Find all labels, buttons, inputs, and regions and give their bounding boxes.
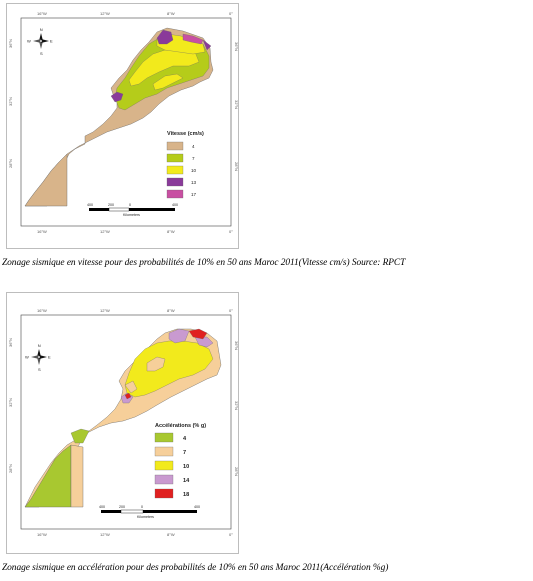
svg-text:0: 0 bbox=[141, 505, 143, 509]
zone-18-agadir bbox=[124, 392, 132, 400]
lon-tick-bottom-1: 16°W bbox=[37, 229, 47, 234]
lon-tick-bottom-1: 16°W bbox=[37, 532, 47, 537]
zone-13-east bbox=[202, 39, 212, 51]
legend-label-5: 18 bbox=[183, 492, 189, 498]
acceleration-map-svg: 16°W 12°W 8°W 0° 16°W 12°W 8°W 0° 36°N 3… bbox=[8, 308, 239, 537]
svg-text:400: 400 bbox=[172, 203, 178, 207]
lon-tick-top-1: 16°W bbox=[37, 11, 47, 16]
legend-label-4: 14 bbox=[183, 478, 190, 484]
velocity-map-svg: 16°W 12°W 8°W 0° 16°W 12°W 8°W 0° 36°N 3… bbox=[8, 11, 239, 234]
lon-tick-top-2: 12°W bbox=[100, 308, 110, 313]
svg-text:0: 0 bbox=[129, 203, 131, 207]
lat-tick-right-2: 32°N bbox=[234, 100, 239, 109]
lat-tick-left-1: 36°N bbox=[8, 338, 13, 347]
lat-tick-right-2: 32°N bbox=[234, 401, 239, 410]
legend-swatch-3 bbox=[166, 165, 184, 175]
svg-text:Kilometers: Kilometers bbox=[123, 213, 140, 217]
acceleration-map-caption: Zonage sismique en accélération pour des… bbox=[2, 563, 389, 573]
lat-tick-left-3: 28°N bbox=[8, 159, 13, 168]
acceleration-map-figure: 16°W 12°W 8°W 0° 16°W 12°W 8°W 0° 36°N 3… bbox=[6, 292, 239, 554]
lon-tick-bottom-4: 0° bbox=[229, 229, 233, 234]
lat-tick-right-1: 36°N bbox=[234, 42, 239, 51]
velocity-legend: Vitesse (cm/s) 4 7 10 13 17 bbox=[166, 131, 204, 199]
lon-tick-top-2: 12°W bbox=[100, 11, 110, 16]
svg-text:400: 400 bbox=[87, 203, 93, 207]
north-arrow-icon: N S E W bbox=[25, 343, 51, 372]
lon-tick-bottom-2: 12°W bbox=[100, 532, 110, 537]
lon-tick-bottom-3: 8°W bbox=[167, 532, 175, 537]
legend-label-5: 17 bbox=[191, 192, 197, 197]
lat-tick-left-3: 28°N bbox=[8, 464, 13, 473]
zone-14-north bbox=[168, 328, 190, 344]
zone-13-north bbox=[156, 29, 174, 45]
svg-text:E: E bbox=[50, 39, 53, 44]
lat-tick-left-1: 36°N bbox=[8, 39, 13, 48]
zone-7-small bbox=[124, 380, 138, 394]
velocity-map-caption: Zonage sismique en vitesse pour des prob… bbox=[2, 258, 406, 268]
legend-label-2: 7 bbox=[183, 450, 186, 456]
zone-17 bbox=[182, 33, 204, 45]
lon-tick-bottom-2: 12°W bbox=[100, 229, 110, 234]
acceleration-zone-map bbox=[24, 328, 222, 508]
lon-tick-bottom-3: 8°W bbox=[167, 229, 175, 234]
svg-text:400: 400 bbox=[99, 505, 105, 509]
lat-tick-right-3: 28°N bbox=[234, 162, 239, 171]
acceleration-legend: Accélérations (% g) 4 7 10 14 18 bbox=[154, 423, 206, 499]
scale-bar: 400 200 0 400 Kilometers bbox=[99, 505, 200, 519]
velocity-map-figure: 16°W 12°W 8°W 0° 16°W 12°W 8°W 0° 36°N 3… bbox=[6, 3, 239, 249]
legend-label-2: 7 bbox=[192, 156, 195, 161]
legend-label-3: 10 bbox=[191, 168, 197, 173]
legend-swatch-5 bbox=[154, 488, 174, 499]
legend-swatch-5 bbox=[166, 189, 184, 199]
svg-text:N: N bbox=[40, 27, 43, 32]
svg-text:S: S bbox=[40, 51, 43, 56]
lat-tick-right-1: 36°N bbox=[234, 341, 239, 350]
legend-swatch-2 bbox=[154, 446, 174, 457]
legend-swatch-1 bbox=[154, 432, 174, 443]
legend-swatch-4 bbox=[154, 474, 174, 485]
legend-swatch-2 bbox=[166, 153, 184, 163]
zone-13-agadir bbox=[110, 91, 124, 103]
lat-tick-left-2: 32°N bbox=[8, 97, 13, 106]
zone-7-island bbox=[146, 356, 166, 372]
legend-label-3: 10 bbox=[183, 464, 189, 470]
svg-text:E: E bbox=[48, 355, 51, 360]
legend-title: Vitesse (cm/s) bbox=[167, 131, 204, 137]
legend-title: Accélérations (% g) bbox=[155, 423, 206, 429]
svg-text:Kilometers: Kilometers bbox=[137, 515, 154, 519]
north-arrow-icon: N S E W bbox=[27, 27, 53, 56]
svg-text:W: W bbox=[27, 39, 31, 44]
lon-tick-top-4: 0° bbox=[229, 308, 233, 313]
legend-label-4: 13 bbox=[191, 180, 197, 185]
lon-tick-top-3: 8°W bbox=[167, 308, 175, 313]
zone-4-strip bbox=[70, 428, 90, 444]
velocity-zone-map bbox=[24, 27, 214, 207]
svg-text:200: 200 bbox=[119, 505, 125, 509]
legend-swatch-4 bbox=[166, 177, 184, 187]
lon-tick-top-4: 0° bbox=[229, 11, 233, 16]
lon-tick-top-1: 16°W bbox=[37, 308, 47, 313]
scale-bar: 400 200 0 400 Kilometers bbox=[87, 203, 178, 217]
svg-text:400: 400 bbox=[194, 505, 200, 509]
lon-tick-bottom-4: 0° bbox=[229, 532, 233, 537]
zone-4-south bbox=[24, 153, 68, 207]
legend-label-1: 4 bbox=[192, 144, 195, 149]
legend-swatch-3 bbox=[154, 460, 174, 471]
legend-swatch-1 bbox=[166, 141, 184, 151]
lon-tick-top-3: 8°W bbox=[167, 11, 175, 16]
legend-label-1: 4 bbox=[183, 436, 187, 442]
svg-text:200: 200 bbox=[108, 203, 114, 207]
svg-text:W: W bbox=[25, 355, 29, 360]
zone-14-east bbox=[194, 336, 214, 348]
svg-text:S: S bbox=[38, 367, 41, 372]
zone-18 bbox=[188, 328, 208, 340]
zone-7-east bbox=[70, 444, 84, 508]
svg-text:N: N bbox=[38, 343, 41, 348]
zone-10-atlas bbox=[152, 73, 184, 91]
lat-tick-right-3: 28°N bbox=[234, 467, 239, 476]
lat-tick-left-2: 32°N bbox=[8, 398, 13, 407]
zone-10 bbox=[128, 49, 200, 87]
